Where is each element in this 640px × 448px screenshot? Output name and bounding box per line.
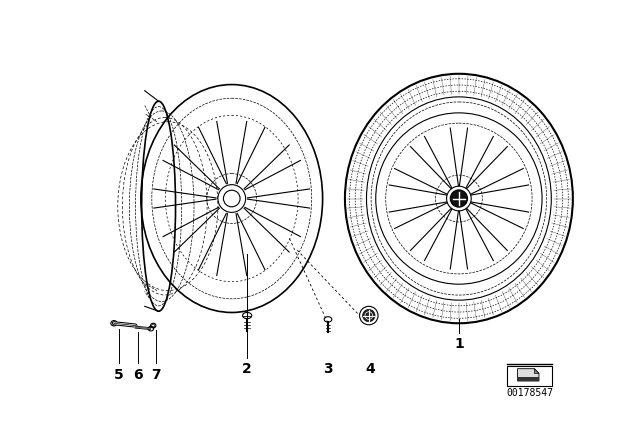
Polygon shape (534, 369, 539, 373)
Ellipse shape (451, 190, 468, 207)
Text: 00178547: 00178547 (506, 388, 553, 398)
Text: 2: 2 (243, 362, 252, 376)
Text: 6: 6 (133, 368, 143, 382)
Text: 1: 1 (454, 337, 464, 351)
Bar (508, 366, 552, 386)
Text: 3: 3 (323, 362, 333, 376)
Bar (517, 377, 539, 381)
Polygon shape (517, 369, 539, 381)
Text: 7: 7 (152, 368, 161, 382)
Text: 4: 4 (365, 362, 375, 376)
Text: 5: 5 (114, 368, 124, 382)
Ellipse shape (363, 310, 375, 322)
